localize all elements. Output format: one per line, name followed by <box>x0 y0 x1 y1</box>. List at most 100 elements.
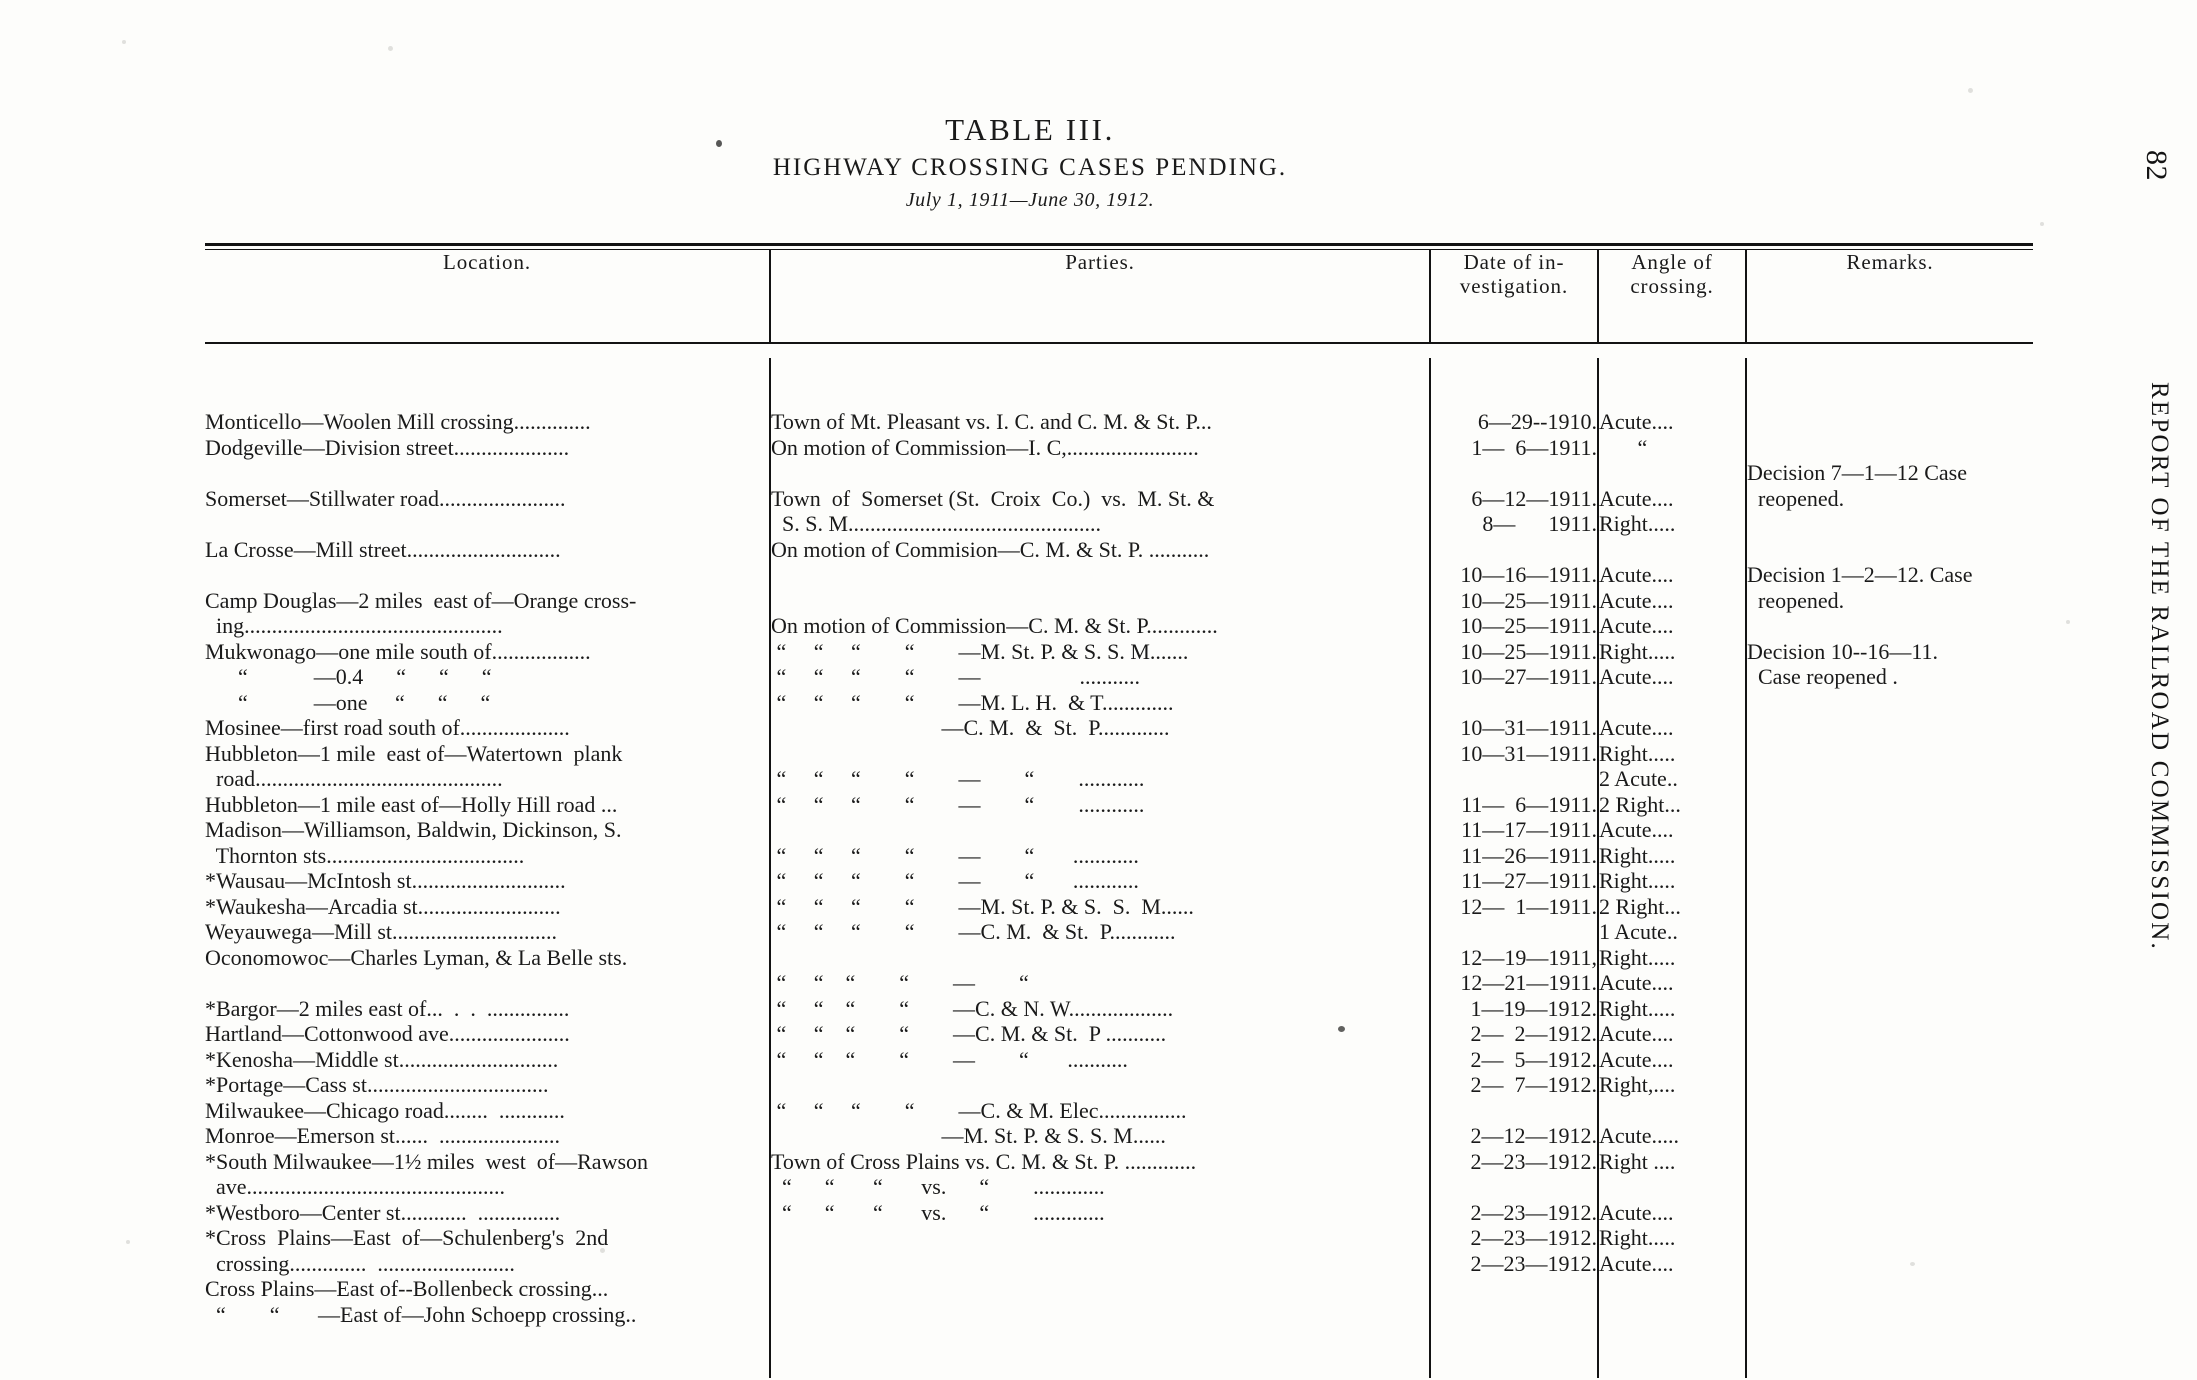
location-lines: Monticello—Woolen Mill crossing.........… <box>205 409 769 1327</box>
title-block: TABLE III. HIGHWAY CROSSING CASES PENDIN… <box>0 112 2060 212</box>
remarks-line: Case reopened . <box>1747 664 1898 689</box>
parties-line <box>771 1072 1429 1098</box>
date-line: 11— 6—1911. <box>1461 791 1597 817</box>
parties-line: On motion of Commision—C. M. & St. P. ..… <box>771 536 1210 562</box>
table-row: Monticello—Woolen Mill crossing.........… <box>205 358 2033 1378</box>
table-container: Location. Parties. Date of in- vestigati… <box>205 243 2033 1378</box>
date-line: 11—26—1911. <box>1461 842 1597 868</box>
scan-speck <box>2040 222 2044 226</box>
angle-line: 1 Acute.. <box>1599 919 1678 944</box>
location-line: Mosinee—first road south of.............… <box>205 715 570 740</box>
location-line: *Portage—Cass st........................… <box>205 1072 549 1097</box>
parties-line: S. S. M.................................… <box>771 511 1102 536</box>
location-line: Thornton sts............................… <box>205 842 525 868</box>
remarks-line: Decision 1—2—12. Case <box>1747 562 1973 587</box>
parties-line: “ “ “ “ —C. & N. W................... <box>771 995 1174 1021</box>
angle-line: Acute.... <box>1599 970 1674 995</box>
angle-line: 2 Acute.. <box>1599 766 1678 791</box>
date-line <box>1431 766 1597 792</box>
parties-cell: Town of Mt. Pleasant vs. I. C. and C. M.… <box>770 358 1431 1378</box>
location-line: Camp Douglas—2 miles east of—Orange cros… <box>205 587 637 613</box>
page-number: 82 <box>2140 150 2173 181</box>
location-line: Dodgeville—Division street..............… <box>205 434 570 460</box>
column-header-parties: Parties. <box>770 250 1431 342</box>
location-line: ing.....................................… <box>205 613 503 638</box>
remarks-line <box>1747 435 2033 461</box>
parties-line: “ “ “ “ —M. St. P. & S. S. M....... <box>771 638 1189 664</box>
location-line: road....................................… <box>205 766 503 791</box>
scan-speck <box>2066 620 2070 624</box>
date-line: 2—23—1912. <box>1470 1250 1598 1276</box>
remarks-line: reopened. <box>1747 485 1845 511</box>
date-line: 6—29--1910. <box>1477 409 1597 434</box>
parties-line <box>771 562 1429 588</box>
remarks-line <box>1747 409 2033 435</box>
scan-speck <box>388 46 393 51</box>
date-line <box>1431 1174 1597 1200</box>
date-line: 1— 6—1911. <box>1471 434 1597 460</box>
angle-line: Acute..... <box>1599 1123 1680 1148</box>
location-line: *Bargor—2 miles east of... . . .........… <box>205 995 570 1021</box>
parties-line: “ “ “ “ — “ ............ <box>771 842 1139 868</box>
remarks-line: Decision 10--16—11. <box>1747 638 1939 664</box>
parties-line: On motion of Commission—C. M. & St. P...… <box>771 613 1218 638</box>
table-head: Location. Parties. Date of in- vestigati… <box>205 250 2033 342</box>
angle-line <box>1599 1174 1745 1200</box>
angle-line: Right..... <box>1599 842 1676 868</box>
parties-line: “ “ “ vs. “ ............. <box>771 1174 1105 1199</box>
angle-line: Acute.... <box>1599 1021 1674 1046</box>
date-line: 2— 5—1912. <box>1470 1046 1598 1072</box>
table-subtitle: HIGHWAY CROSSING CASES PENDING. <box>772 153 1288 181</box>
angle-line: “ <box>1599 434 1648 460</box>
date-line <box>1431 1098 1597 1124</box>
angle-line: Acute.... <box>1599 664 1674 689</box>
remarks-line <box>1747 537 2033 563</box>
table-header-rule <box>205 342 2033 344</box>
parties-line <box>771 460 1429 486</box>
location-line: *Westboro—Center st............ ........… <box>205 1199 561 1225</box>
remarks-line: Decision 7—1—12 Case <box>1747 460 1967 485</box>
parties-line <box>771 945 1429 971</box>
location-line: Somerset—Stillwater road................… <box>205 485 566 511</box>
location-line: Hubbleton—1 mile east of—Holly Hill road… <box>205 791 618 817</box>
date-line: 11—27—1911. <box>1461 868 1597 893</box>
remarks-lines: Decision 7—1—12 Case reopened. Decision … <box>1747 409 2033 690</box>
angle-line: Right..... <box>1599 1225 1676 1250</box>
date-line: 10—16—1911. <box>1460 562 1597 587</box>
scan-speck <box>1968 88 1973 93</box>
location-line: ave.....................................… <box>205 1174 506 1199</box>
angle-line: Acute.... <box>1599 485 1674 511</box>
location-line: Monroe—Emerson st...... ................… <box>205 1123 561 1148</box>
angle-line: Right..... <box>1599 740 1676 766</box>
location-line <box>205 970 769 996</box>
column-header-date-line2: vestigation. <box>1459 274 1569 299</box>
column-header-angle-line2: crossing. <box>1630 274 1714 299</box>
date-line: 12— 1—1911. <box>1460 893 1597 919</box>
angle-line <box>1599 537 1745 563</box>
scan-speck <box>1910 1262 1915 1266</box>
angle-line: Acute.... <box>1599 409 1674 434</box>
date-line: 10—27—1911. <box>1460 664 1597 689</box>
remarks-line <box>1747 511 2033 537</box>
parties-line: Town of Mt. Pleasant vs. I. C. and C. M.… <box>771 409 1212 434</box>
date-line: 10—25—1911. <box>1460 638 1597 664</box>
date-line: 2—23—1912. <box>1470 1225 1598 1250</box>
parties-line: On motion of Commission—I. C,...........… <box>771 434 1199 460</box>
date-cell: 6—29--1910. 1— 6—1911. 6—12—1911. 8— 1911.… <box>1430 358 1599 1378</box>
angle-line: 2 Right... <box>1599 893 1681 919</box>
location-line <box>205 562 769 588</box>
angle-cell: Acute.... “ Acute.... Right..... Acute...… <box>1598 358 1747 1378</box>
parties-line <box>771 588 1429 614</box>
date-line: 11—17—1911. <box>1461 817 1597 842</box>
angle-lines: Acute.... “ Acute.... Right..... Acute...… <box>1599 409 1745 1276</box>
angle-line <box>1599 460 1745 486</box>
angle-line: Right..... <box>1599 511 1676 536</box>
parties-line <box>771 741 1429 767</box>
parties-line: “ “ “ “ — “ ........... <box>771 1046 1128 1072</box>
angle-line: Right..... <box>1599 944 1676 970</box>
location-line: *Cross Plains—East of—Schulenberg's 2nd <box>205 1225 609 1250</box>
remarks-line <box>1747 613 2033 639</box>
running-head: REPORT OF THE RAILROAD COMMISSION. <box>2146 382 2173 951</box>
date-line: 2—23—1912. <box>1470 1199 1598 1225</box>
column-header-angle-line1: Angle of <box>1631 250 1713 274</box>
